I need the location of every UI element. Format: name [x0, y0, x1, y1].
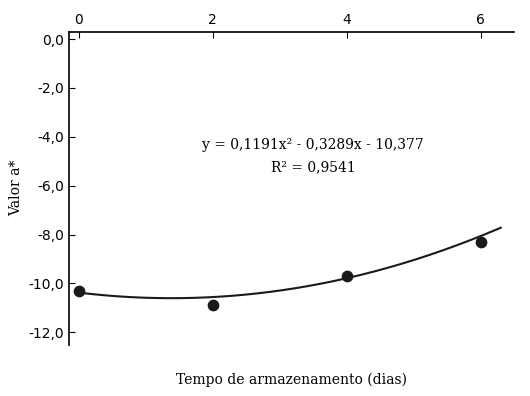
Text: Tempo de armazenamento (dias): Tempo de armazenamento (dias) — [176, 373, 407, 387]
Point — [75, 287, 83, 294]
Text: y = 0,1191x² - 0,3289x - 10,377
R² = 0,9541: y = 0,1191x² - 0,3289x - 10,377 R² = 0,9… — [202, 138, 424, 175]
Point — [342, 273, 351, 279]
Point — [476, 239, 485, 245]
Point — [209, 302, 217, 308]
Y-axis label: Valor a*: Valor a* — [9, 160, 23, 216]
